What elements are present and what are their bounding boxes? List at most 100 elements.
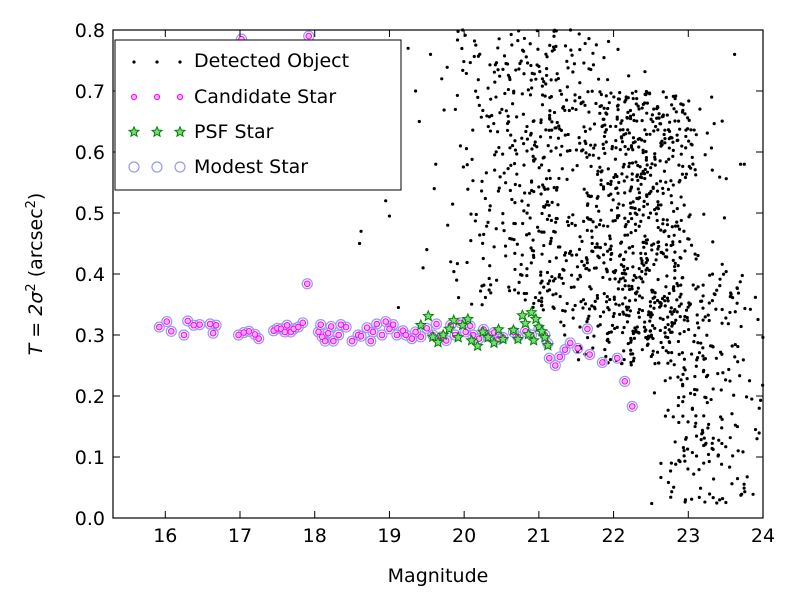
detected-object-point [516,39,520,43]
detected-object-point [614,138,618,143]
detected-object-point [690,450,694,455]
candidate-star-point [180,331,188,339]
detected-object-point [627,161,632,165]
detected-object-point [659,301,663,306]
detected-object-point [688,391,693,395]
detected-object-point [539,192,543,196]
detected-object-point [554,292,558,296]
detected-object-point [641,102,645,106]
detected-object-point [577,96,582,100]
detected-object-point [560,167,564,171]
detected-object-point [578,275,583,279]
detected-object-point [645,337,650,341]
detected-object-point [671,240,675,244]
detected-object-point [572,285,576,289]
detected-object-point [602,56,606,60]
detected-object-point [554,220,558,224]
detected-object-point [658,179,663,183]
detected-object-point [641,240,645,245]
detected-object-point [558,294,562,299]
detected-object-point [663,414,668,418]
detected-object-point [655,182,659,186]
detected-object-point [686,420,690,424]
detected-object-point [550,200,554,204]
detected-object-point [636,178,640,182]
detected-object-point [569,285,573,289]
modest-star-point [387,319,399,331]
detected-object-point [631,278,635,282]
psf-star-point [476,325,490,338]
detected-object-point [536,47,540,51]
detected-object-point [630,91,634,95]
detected-object-point [542,155,546,159]
detected-object-point [563,133,567,137]
detected-object-point [568,148,572,153]
detected-object-point [668,469,673,473]
detected-object-point [728,379,732,383]
detected-object-point [472,54,476,59]
detected-object-point [624,250,628,254]
detected-object-point [604,300,609,304]
detected-object-point [601,187,606,191]
detected-object-point [677,395,681,400]
detected-object-point [709,397,713,402]
detected-object-point [630,216,634,221]
detected-object-point [601,224,606,228]
detected-object-point [609,252,613,257]
detected-object-point [628,201,633,205]
modest-star-point [584,348,596,361]
detected-object-point [573,99,577,103]
detected-object-point [532,301,536,306]
candidate-star-point [546,354,553,362]
y-axis-label-exp2: 2 [24,200,39,208]
detected-object-point [679,195,683,199]
detected-object-point [695,313,699,317]
detected-object-point [639,277,644,281]
detected-object-point [537,185,541,189]
detected-object-point [629,348,633,352]
detected-object-point [750,397,754,401]
detected-object-point [629,338,633,342]
detected-object-point [644,241,649,245]
detected-object-point [497,37,501,41]
detected-object-point [580,259,584,264]
detected-object-point [710,441,714,445]
detected-object-point [493,153,497,157]
detected-object-point [583,302,588,306]
detected-object-point [509,133,513,137]
detected-object-point [653,362,657,366]
detected-object-point [657,112,661,116]
detected-object-point [705,131,709,135]
detected-object-point [554,78,558,82]
detected-object-point [598,165,602,169]
detected-object-point [689,166,693,170]
detected-object-point [644,158,648,162]
candidate-star-point [566,339,574,347]
detected-object-point [694,414,698,418]
detected-object-point [632,336,637,340]
detected-object-point [626,147,630,151]
detected-object-point [540,252,544,256]
detected-object-point [561,267,565,272]
legend-box [114,39,402,191]
detected-object-point [637,107,641,111]
detected-object-point [520,92,524,96]
detected-object-point [634,89,638,94]
psf-star-point [496,332,510,345]
detected-object-point [596,245,600,249]
detected-object-point [520,136,524,140]
detected-object-point [672,321,677,325]
x-tick-label: 16 [153,525,177,547]
detected-object-point [623,144,627,149]
detected-object-point [664,285,668,289]
detected-object-point [598,90,602,94]
detected-object-point [709,146,714,150]
x-tick-label: 24 [751,525,775,547]
detected-object-point [629,144,634,148]
legend-label-modest: Modest Star [194,156,308,178]
detected-object-point [636,310,641,315]
candidate-star-point [357,332,365,340]
legend-item-detected: Detected Object [132,50,349,72]
detected-object-point [646,342,650,346]
detected-object-point [611,219,615,223]
